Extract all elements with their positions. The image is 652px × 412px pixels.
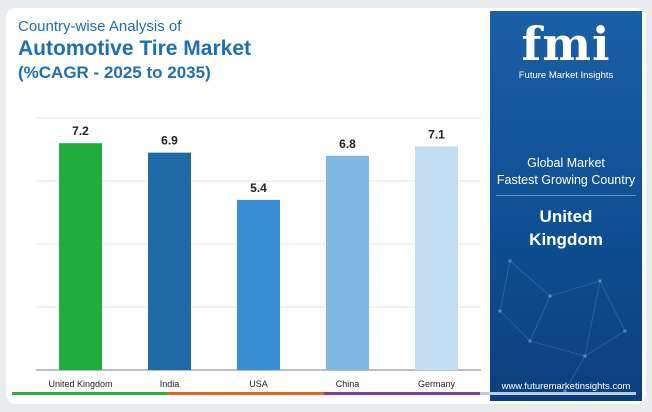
network-pattern-decoration xyxy=(498,259,627,393)
bar-india xyxy=(148,152,191,370)
sidebar-label-global-market: Global Market xyxy=(527,156,605,170)
sidebar-divider xyxy=(496,195,636,196)
bar-united-kingdom xyxy=(59,143,102,370)
x-tick-label: United Kingdom xyxy=(48,379,112,389)
bottom-color-stripe xyxy=(12,392,636,395)
data-label: 6.9 xyxy=(161,134,178,148)
bar-chart: 7.2 United Kingdom 6.9 India 5.4 USA 6.8 China 7… xyxy=(36,117,481,389)
infographic-card: 7.2 United Kingdom 6.9 India 5.4 USA 6.8 China 7… xyxy=(6,8,646,404)
data-label: 7.1 xyxy=(428,127,445,141)
data-label: 6.8 xyxy=(339,137,356,151)
title-line-1: Country-wise Analysis of xyxy=(18,18,182,35)
x-tick-label: USA xyxy=(249,379,268,389)
fmi-logo: fmi Future Market Insights xyxy=(490,21,642,81)
sidebar-country-line-2: Kingdom xyxy=(529,230,603,249)
logo-subtitle: Future Market Insights xyxy=(518,70,614,81)
bar-china xyxy=(326,155,369,370)
sidebar-panel: fmi Future Market Insights Global Market… xyxy=(490,11,642,401)
stripe-segment xyxy=(324,392,480,395)
x-tick-label: Germany xyxy=(418,379,456,389)
sidebar-label-fastest-growing: Fastest Growing Country xyxy=(496,173,636,187)
bar-usa xyxy=(237,199,280,370)
title-line-3: (%CAGR - 2025 to 2035) xyxy=(18,63,211,82)
x-tick-label: India xyxy=(160,379,180,389)
logo-mark: fmi xyxy=(521,17,611,71)
data-label: 5.4 xyxy=(250,181,267,195)
stripe-segment xyxy=(168,392,324,395)
stripe-segment xyxy=(480,392,636,395)
x-tick-label: China xyxy=(336,379,360,389)
sidebar-country-line-1: United xyxy=(539,207,593,226)
stripe-segment xyxy=(12,392,168,395)
bar-germany xyxy=(415,146,458,370)
title-line-2: Automotive Tire Market xyxy=(18,37,251,60)
chart-panel: 7.2 United Kingdom 6.9 India 5.4 USA 6.8 China 7… xyxy=(6,8,486,404)
website-url: www.futuremarketinsights.com xyxy=(501,381,631,392)
data-label: 7.2 xyxy=(72,124,89,138)
